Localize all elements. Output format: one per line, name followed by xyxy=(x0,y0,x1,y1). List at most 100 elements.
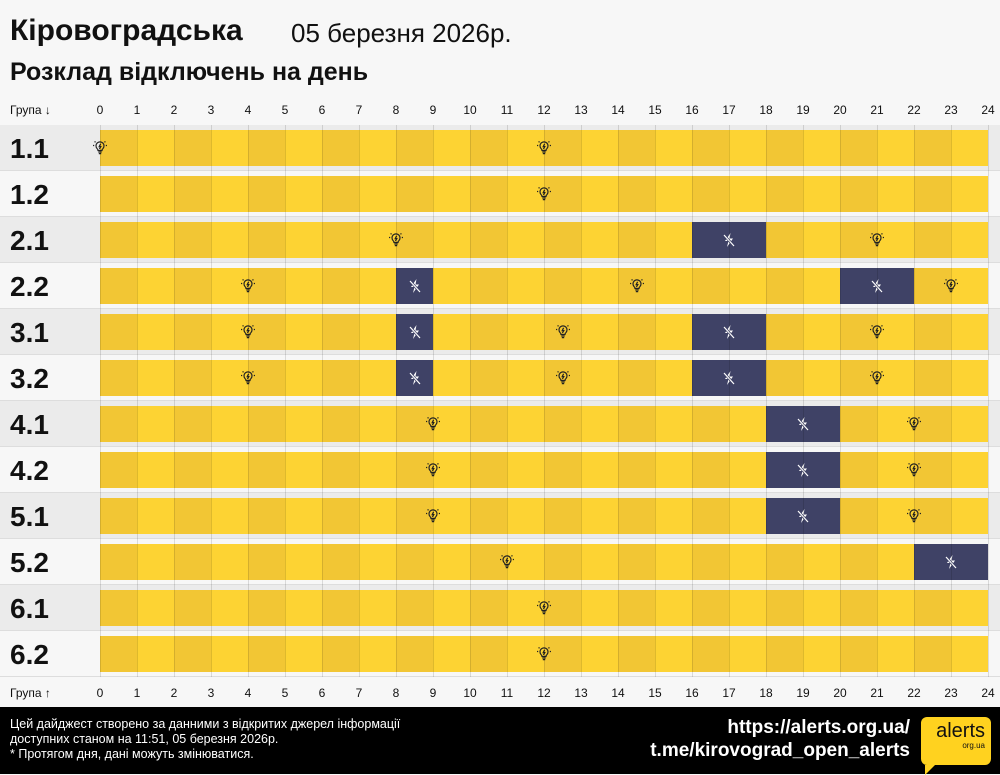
hour-cell-power-on xyxy=(655,406,692,442)
hour-gridline xyxy=(248,125,249,677)
hour-cell-power-on xyxy=(544,590,581,626)
hour-gridline xyxy=(174,125,175,677)
hour-cell-power-on xyxy=(729,176,766,212)
hour-cell-power-on xyxy=(285,130,322,166)
hour-cell-power-on xyxy=(359,406,396,442)
outage-block xyxy=(766,406,840,442)
lightbulb-icon xyxy=(536,599,552,615)
hour-cell-power-on xyxy=(396,498,433,534)
hour-tick: 18 xyxy=(759,103,773,117)
hour-cell-power-on xyxy=(248,636,285,672)
hour-cell-power-on xyxy=(100,452,137,488)
hour-cell-power-on xyxy=(322,130,359,166)
hour-cell-power-on xyxy=(507,544,544,580)
hour-axis-bottom: Група ↑ 0 1 2 3 4 5 6 7 8 9 10 11 12 13 14 15 16 17 18 19 20… xyxy=(0,683,1000,703)
hour-cell-power-on xyxy=(655,130,692,166)
group-column-label-bottom: Група ↑ xyxy=(10,686,51,700)
group-label: 3.2 xyxy=(10,363,49,394)
group-row: 4.1 xyxy=(0,401,1000,447)
hour-cell-power-on xyxy=(359,452,396,488)
website-link[interactable]: https://alerts.org.ua/ xyxy=(727,717,910,738)
hour-tick: 19 xyxy=(796,686,810,700)
hour-cell-power-on xyxy=(803,176,840,212)
hour-cell-power-on xyxy=(470,314,507,350)
hour-cell-power-on xyxy=(322,406,359,442)
hour-tick: 3 xyxy=(207,103,215,117)
hour-cell-power-on xyxy=(211,406,248,442)
group-column-label: Група ↓ xyxy=(10,103,51,117)
outage-block xyxy=(396,314,433,350)
hour-cell-power-on xyxy=(137,544,174,580)
hour-tick: 1 xyxy=(133,686,141,700)
hour-cell-power-on xyxy=(248,268,285,304)
hour-cell-power-on xyxy=(433,222,470,258)
hour-tick: 16 xyxy=(685,686,699,700)
hour-tick: 6 xyxy=(318,686,326,700)
hour-cell-power-on xyxy=(285,498,322,534)
hour-cell-power-on xyxy=(914,360,951,396)
hour-cell-power-on xyxy=(618,360,655,396)
hour-cell-power-on xyxy=(655,498,692,534)
hour-cell-power-on xyxy=(396,636,433,672)
group-row: 1.2 xyxy=(0,171,1000,217)
hour-cell-power-on xyxy=(470,498,507,534)
hour-gridline xyxy=(988,125,989,677)
hour-cell-power-on xyxy=(100,314,137,350)
hour-gridline xyxy=(729,125,730,677)
footer-note-3: * Протягом дня, дані можуть змінюватися. xyxy=(10,747,254,761)
hour-cell-power-on xyxy=(433,498,470,534)
hour-cell-power-on xyxy=(137,406,174,442)
hour-cell-power-on xyxy=(137,314,174,350)
hour-gridline xyxy=(322,125,323,677)
hour-cell-power-on xyxy=(211,590,248,626)
logo-subtext: org.ua xyxy=(962,741,985,750)
hour-cell-power-on xyxy=(692,406,729,442)
hour-tick: 2 xyxy=(170,103,178,117)
lightbulb-icon xyxy=(240,323,256,339)
hour-cell-power-on xyxy=(914,498,951,534)
hour-cell-power-on xyxy=(248,130,285,166)
hour-tick: 10 xyxy=(463,686,477,700)
power-off-lightning-icon xyxy=(407,278,423,294)
hour-cell-power-on xyxy=(100,222,137,258)
hour-cell-power-on xyxy=(396,176,433,212)
hour-tick: 7 xyxy=(355,103,363,117)
telegram-link[interactable]: t.me/kirovograd_open_alerts xyxy=(650,740,910,761)
hour-cell-power-on xyxy=(840,590,877,626)
hour-cell-power-on xyxy=(766,268,803,304)
hour-cell-power-on xyxy=(729,406,766,442)
hour-cell-power-on xyxy=(322,314,359,350)
lightbulb-icon xyxy=(629,277,645,293)
hour-cell-power-on xyxy=(359,544,396,580)
lightbulb-icon xyxy=(906,507,922,523)
group-label: 6.1 xyxy=(10,593,49,624)
hour-cell-power-on xyxy=(951,314,988,350)
hour-cell-power-on xyxy=(470,406,507,442)
hour-cell-power-on xyxy=(322,590,359,626)
hour-cell-power-on xyxy=(840,360,877,396)
hour-cell-power-on xyxy=(322,452,359,488)
hour-gridline xyxy=(100,125,101,677)
hour-cell-power-on xyxy=(507,268,544,304)
hour-cell-power-on xyxy=(211,452,248,488)
hour-cell-power-on xyxy=(692,636,729,672)
hour-cell-power-on xyxy=(433,590,470,626)
hour-cell-power-on xyxy=(322,176,359,212)
hour-gridline xyxy=(396,125,397,677)
hour-cell-power-on xyxy=(655,636,692,672)
hour-cell-power-on xyxy=(729,636,766,672)
hour-cell-power-on xyxy=(322,268,359,304)
hour-cell-power-on xyxy=(137,452,174,488)
hour-cell-power-on xyxy=(581,130,618,166)
hour-cell-power-on xyxy=(840,636,877,672)
group-row: 5.2 xyxy=(0,539,1000,585)
hour-cell-power-on xyxy=(396,590,433,626)
power-off-lightning-icon xyxy=(721,370,737,386)
hour-cell-power-on xyxy=(803,360,840,396)
hour-cell-power-on xyxy=(951,452,988,488)
hour-cell-power-on xyxy=(100,590,137,626)
hour-tick: 5 xyxy=(281,103,289,117)
hour-cell-power-on xyxy=(322,360,359,396)
lightbulb-icon xyxy=(240,369,256,385)
hour-cell-power-on xyxy=(174,360,211,396)
